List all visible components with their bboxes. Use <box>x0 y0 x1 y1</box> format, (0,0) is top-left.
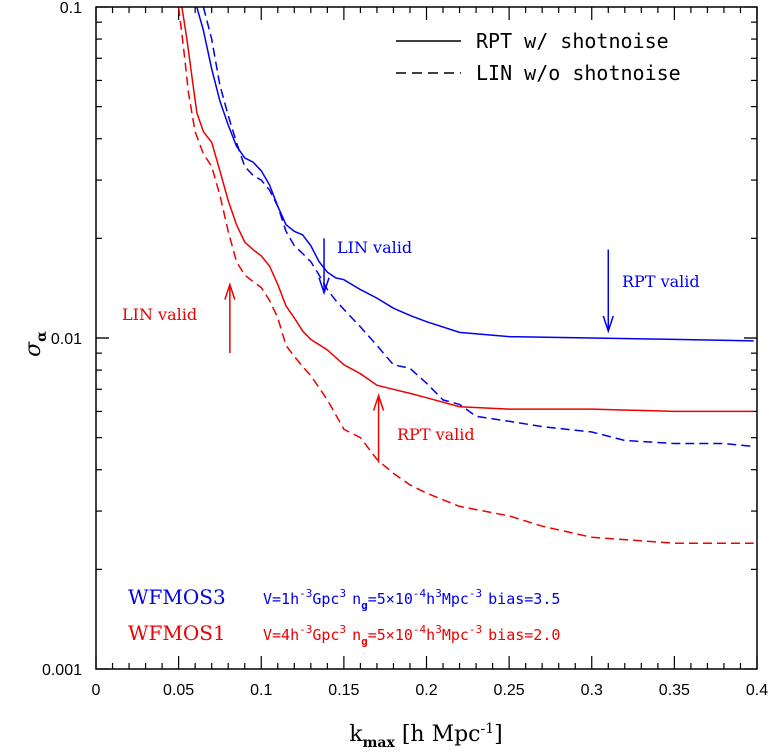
x-tick-label: 0.3 <box>581 682 603 699</box>
x-tick-label: 0.25 <box>494 682 525 699</box>
survey-wfmos1: WFMOS1 V=4h-3Gpc3 ng=5×10-4h3Mpc-3 bias=2.… <box>128 621 560 648</box>
validity-annotations: LIN valid RPT valid LIN valid RPT valid <box>122 238 700 463</box>
series-wfmos3-rpt <box>196 7 754 342</box>
y-axis-label: σα <box>21 331 50 357</box>
series-wfmos1-rpt <box>181 7 754 413</box>
x-axis-label: kmax [h Mpc-1] <box>349 721 502 751</box>
series-wfmos3-lin <box>202 7 754 448</box>
legend-label-rpt: RPT w/ shotnoise <box>476 29 669 53</box>
legend-label-lin: LIN w/o shotnoise <box>476 61 681 85</box>
plot-frame <box>95 6 758 670</box>
anno-wfmos3-lin-valid: LIN valid <box>337 238 412 257</box>
annotation-arrow-head <box>602 315 614 334</box>
annotation-arrow-head <box>224 282 236 300</box>
annotation-arrow-head <box>372 393 385 411</box>
annotation-arrow-head <box>318 277 330 296</box>
y-tick-label: 0.001 <box>42 662 82 679</box>
x-tick-label: 0.1 <box>250 682 272 699</box>
x-tick-labels: 0 0.05 0.1 0.15 0.2 0.25 0.3 0.35 0.4 <box>92 682 769 699</box>
anno-wfmos1-lin-valid: LIN valid <box>122 305 197 324</box>
survey-params-wfmos3: V=1h-3Gpc3 ng=5×10-4h3Mpc-3 bias=3.5 <box>263 587 560 612</box>
legend: RPT w/ shotnoise LIN w/o shotnoise <box>396 29 681 85</box>
x-tick-label: 0.05 <box>163 682 194 699</box>
x-tick-label: 0.4 <box>746 682 768 699</box>
x-tick-label: 0.2 <box>415 682 437 699</box>
x-tick-label: 0 <box>92 682 101 699</box>
x-tick-label: 0.35 <box>659 682 690 699</box>
survey-params-wfmos1: V=4h-3Gpc3 ng=5×10-4h3Mpc-3 bias=2.0 <box>263 623 560 648</box>
anno-wfmos3-rpt-valid: RPT valid <box>622 272 700 291</box>
series-wfmos1-lin <box>177 7 754 544</box>
y-tick-labels: 0.001 0.01 0.1 <box>42 0 82 679</box>
axis-ticks <box>95 6 758 670</box>
survey-wfmos3: WFMOS3 V=1h-3Gpc3 ng=5×10-4h3Mpc-3 bias=3.… <box>128 585 560 612</box>
survey-name-wfmos1: WFMOS1 <box>128 621 226 645</box>
y-tick-label: 0.01 <box>51 331 82 348</box>
survey-name-wfmos3: WFMOS3 <box>128 585 226 609</box>
series-group <box>177 7 754 544</box>
anno-wfmos1-rpt-valid: RPT valid <box>397 425 475 444</box>
x-tick-label: 0.15 <box>328 682 359 699</box>
y-tick-label: 0.1 <box>60 0 82 17</box>
